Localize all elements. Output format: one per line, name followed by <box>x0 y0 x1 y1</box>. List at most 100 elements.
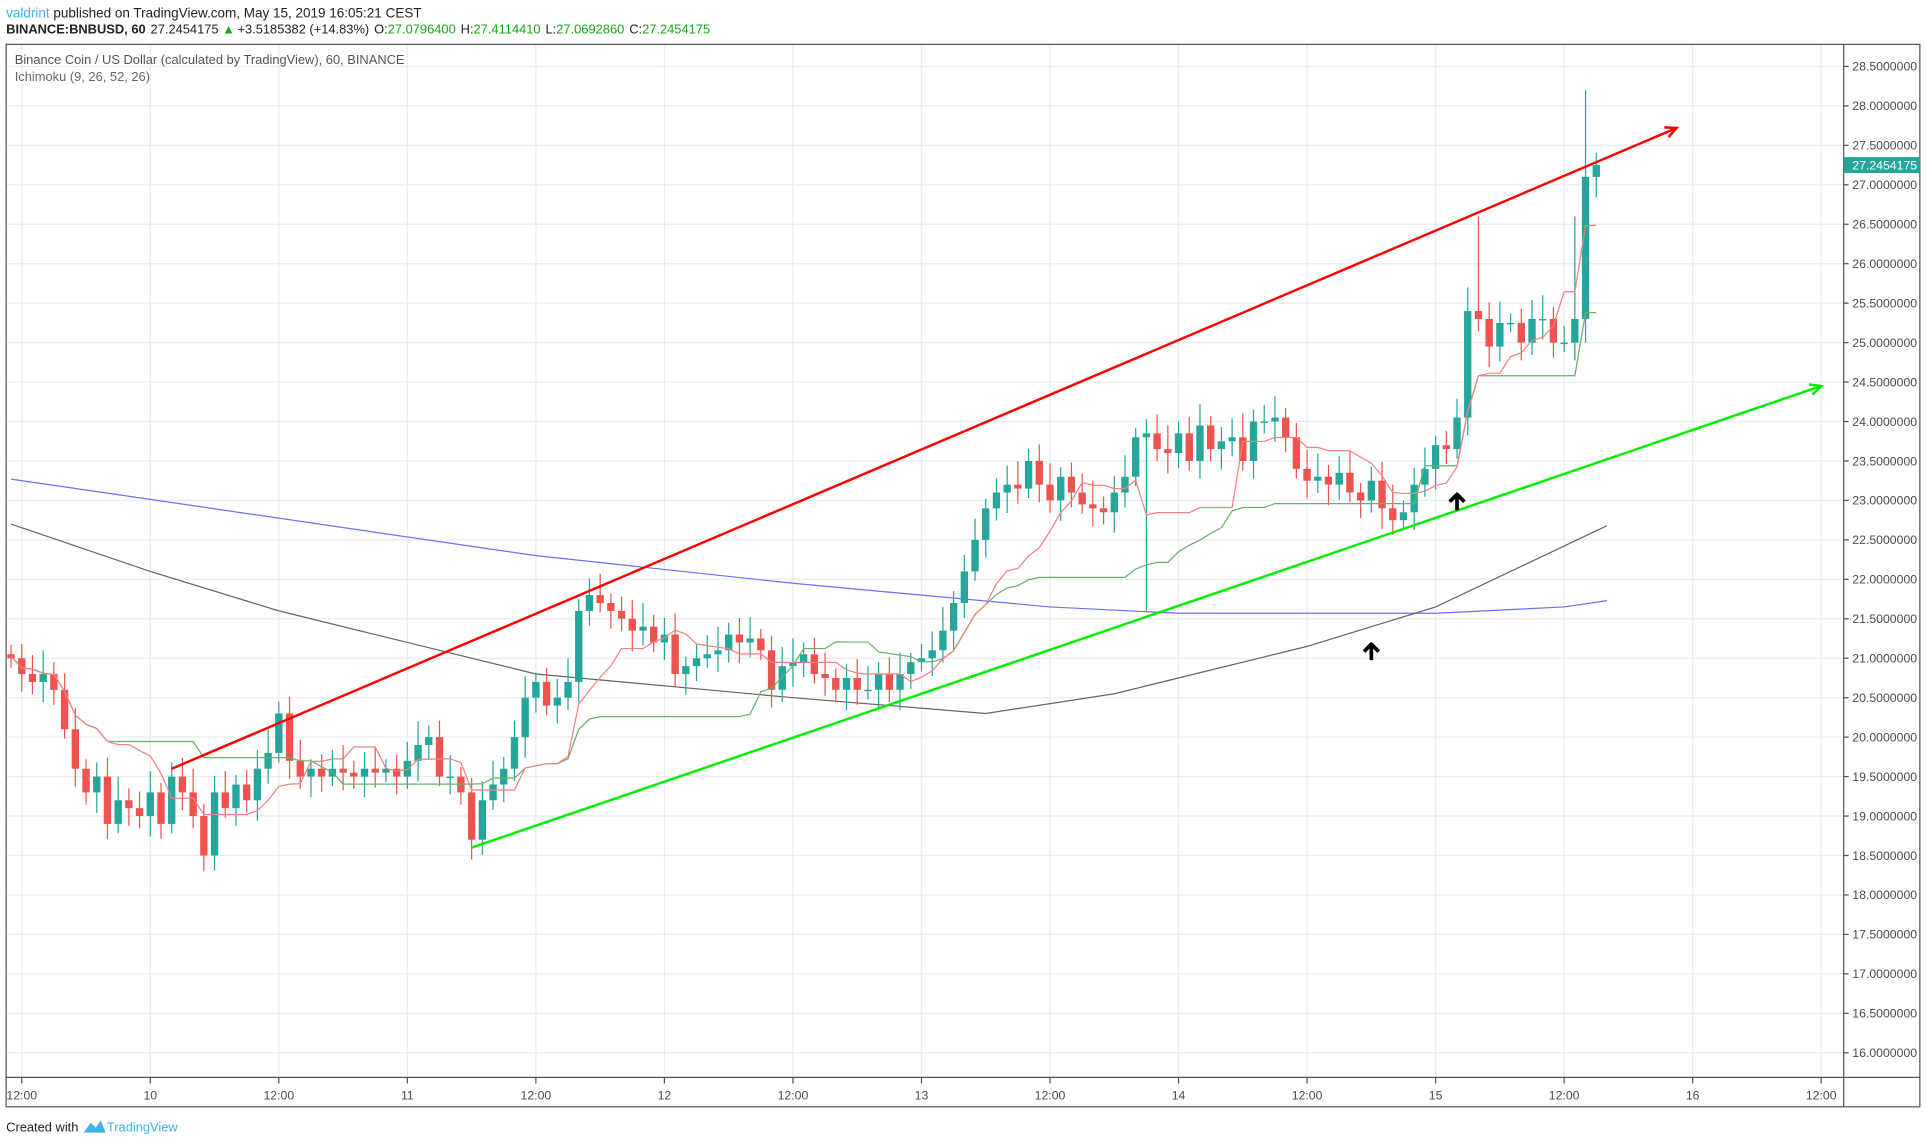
price-axis[interactable]: 16.0000000 16.5000000 17.0000000 17.5000000… <box>1843 60 1920 1060</box>
candle-body <box>1003 484 1011 493</box>
candle-body <box>682 666 690 675</box>
candle-body <box>157 792 165 824</box>
tradingview-link[interactable]: TradingView <box>107 1119 179 1134</box>
candle-body <box>799 654 808 663</box>
resistance-trendline[interactable] <box>171 126 1678 770</box>
candle-body <box>532 681 540 698</box>
candle-body <box>1581 176 1590 319</box>
candle-body <box>467 792 476 840</box>
time-tick-label: 12:00 <box>1806 1088 1837 1102</box>
candle-body <box>949 603 958 631</box>
candle-body <box>1324 476 1333 485</box>
candle-body <box>146 792 154 817</box>
candle-body <box>767 650 776 690</box>
candle-body <box>564 681 572 698</box>
candle-body <box>575 610 583 682</box>
candle-body <box>243 784 251 801</box>
price-tick-label: 19.0000000 <box>1852 809 1917 823</box>
candle-body <box>1239 437 1247 461</box>
candle-body <box>1110 492 1118 513</box>
candle-body <box>39 674 47 682</box>
candle-body <box>82 768 90 793</box>
price-tick-label: 28.0000000 <box>1852 99 1917 113</box>
candle-body <box>1560 342 1568 345</box>
price-tick-label: 17.0000000 <box>1852 967 1917 981</box>
price-tick-label: 22.5000000 <box>1852 533 1917 547</box>
tradingview-logo-icon <box>83 1120 106 1133</box>
conversion-line <box>10 224 1597 816</box>
price-tick-label: 23.5000000 <box>1852 454 1917 468</box>
candle-body <box>317 768 326 777</box>
candle-body <box>928 650 936 659</box>
price-tick-label: 22.0000000 <box>1852 573 1917 587</box>
candle-body <box>1464 311 1472 418</box>
symbol: BINANCE:BNBUSD, 60 <box>6 21 146 36</box>
price-tick-label: 20.0000000 <box>1852 730 1917 744</box>
time-tick-label: 12:00 <box>521 1088 552 1102</box>
open-value: 27.0796400 <box>388 21 456 36</box>
candle-body <box>746 638 754 643</box>
candle-body <box>350 772 358 777</box>
ichimoku-lines <box>10 224 1597 816</box>
candle-body <box>864 689 872 692</box>
candle-body <box>939 630 947 651</box>
candle-body <box>1024 460 1033 489</box>
candle-body <box>553 697 561 706</box>
candle-body <box>425 737 433 746</box>
candle-body <box>1474 311 1483 319</box>
candle-body <box>982 508 990 540</box>
candle-body <box>628 618 636 631</box>
candle-body <box>435 737 444 777</box>
candle-body <box>907 662 915 675</box>
candle-body <box>382 768 390 773</box>
created-with-label: Created with <box>6 1119 78 1134</box>
candle-body <box>607 603 615 611</box>
trendlines[interactable] <box>171 126 1824 849</box>
price-tick-label: 16.0000000 <box>1852 1046 1917 1060</box>
candle-body <box>307 768 315 777</box>
candle-body <box>125 800 133 809</box>
candle-body <box>71 729 80 769</box>
candle-body <box>1389 508 1397 521</box>
indicator-label[interactable]: Ichimoku (9, 26, 52, 26) <box>15 69 150 84</box>
candle-body <box>842 677 851 690</box>
arrow-up-icon <box>1362 642 1381 661</box>
candle-body <box>489 784 497 801</box>
candle-body <box>18 658 26 675</box>
candle-body <box>1121 476 1129 493</box>
candle-body <box>757 638 765 651</box>
price-tick-label: 21.5000000 <box>1852 612 1917 626</box>
price-tick-label: 18.5000000 <box>1852 849 1917 863</box>
price-tick-label: 26.0000000 <box>1852 257 1917 271</box>
candle-body <box>339 768 347 773</box>
support-trendline[interactable] <box>471 384 1822 849</box>
candle-body <box>1099 508 1108 513</box>
price-tick-label: 25.0000000 <box>1852 336 1917 350</box>
candle-body <box>896 674 904 690</box>
resistance-arrowhead-icon <box>1664 126 1680 139</box>
candle-body <box>1292 437 1301 469</box>
author-link[interactable]: valdrint <box>6 5 50 20</box>
time-tick-label: 14 <box>1172 1088 1186 1102</box>
candle-body <box>585 595 594 611</box>
time-tick-label: 16 <box>1686 1088 1700 1102</box>
candle-body <box>1164 449 1172 454</box>
low-value: 27.0692860 <box>556 21 624 36</box>
price-tick-label: 28.5000000 <box>1852 60 1917 74</box>
candle-body <box>200 816 208 856</box>
time-tick-label: 15 <box>1429 1088 1443 1102</box>
time-axis[interactable]: 12:00 10 12:00 11 12:00 12 12:00 13 12:00 14 12:00… <box>6 1077 1837 1102</box>
candle-body <box>285 713 294 761</box>
candle-body <box>1421 468 1429 485</box>
candle-body <box>210 792 219 856</box>
price-tick-label: 21.0000000 <box>1852 652 1917 666</box>
candle-body <box>1399 512 1408 521</box>
candle-body <box>168 776 176 824</box>
candle-body <box>1153 433 1161 450</box>
price-tick-label: 23.0000000 <box>1852 494 1917 508</box>
candle-body <box>617 610 626 619</box>
candle-body <box>392 768 401 777</box>
chart-frame <box>5 43 1921 1108</box>
publish-line: valdrint published on TradingView.com, Ma… <box>6 5 421 20</box>
